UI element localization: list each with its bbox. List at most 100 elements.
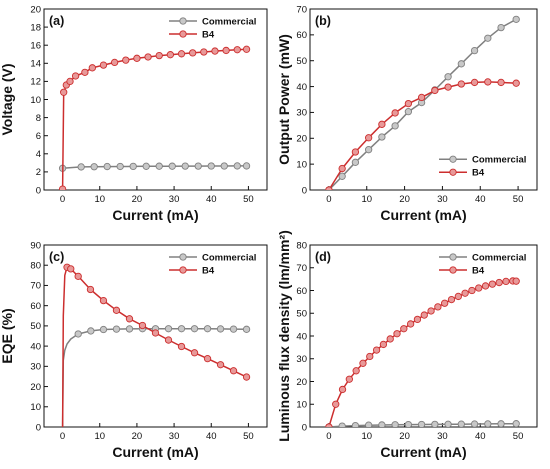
data-point (338, 172, 346, 180)
data-point (216, 325, 225, 333)
x-tick-label: 0 (60, 194, 65, 205)
legend: Commercial B4 (169, 16, 256, 40)
panel-label: (c) (49, 250, 64, 264)
data-point (99, 296, 108, 305)
data-point (233, 46, 241, 54)
y-tick-label: 0 (302, 422, 307, 433)
y-tick-label: 0 (36, 185, 41, 196)
data-point (216, 361, 225, 369)
data-point (99, 325, 108, 334)
y-tick-label: 40 (30, 341, 41, 352)
data-point (364, 146, 373, 154)
data-point (325, 423, 333, 427)
x-axis-title: Current (mA) (380, 444, 466, 460)
data-point (207, 162, 215, 170)
data-point (58, 185, 67, 190)
x-tick-label: 40 (206, 431, 217, 442)
y-tick-label: 50 (30, 321, 41, 332)
legend: Commercial B4 (439, 155, 526, 179)
data-point (90, 163, 98, 171)
legend-marker (179, 253, 187, 261)
x-tick-label: 50 (513, 194, 524, 205)
panel-label: (a) (49, 14, 64, 28)
y-tick-label: 20 (30, 382, 41, 393)
x-axis-title: Current (mA) (380, 207, 466, 223)
data-point (364, 134, 373, 142)
x-axis-title: Current (mA) (112, 444, 198, 460)
data-point (351, 148, 360, 156)
data-point (60, 88, 68, 96)
data-point (177, 325, 186, 333)
panel-label: (b) (315, 14, 331, 28)
data-point (431, 86, 439, 95)
x-tick-label: 10 (94, 431, 105, 442)
data-point (67, 265, 75, 273)
data-point (497, 23, 505, 32)
data-point (133, 54, 141, 62)
y-tick-label: 50 (296, 309, 307, 320)
data-point (444, 73, 452, 81)
panel-a: 0 2 4 6 8 10 12 14 16 18 20 0 10 20 30 40 50 Current (mA)… (0, 4, 268, 223)
data-point (332, 400, 340, 408)
data-point (151, 329, 160, 337)
x-tick-label: 40 (206, 194, 217, 205)
data-point (378, 133, 386, 141)
series-commercial (325, 420, 520, 427)
data-point (112, 325, 121, 333)
x-tick-label: 20 (399, 194, 410, 205)
data-point (502, 277, 510, 286)
y-tick-label: 10 (296, 400, 307, 411)
data-point (338, 422, 346, 427)
legend-label: B4 (472, 265, 485, 276)
data-point (512, 79, 520, 87)
y-tick-label: 16 (30, 41, 41, 52)
data-point (66, 77, 74, 86)
data-point (144, 53, 152, 61)
data-point (512, 277, 520, 285)
data-point (484, 420, 492, 427)
data-point (441, 299, 449, 307)
y-tick-label: 20 (296, 377, 307, 388)
data-point (166, 51, 175, 59)
x-tick-label: 30 (437, 431, 448, 442)
data-point (125, 315, 134, 323)
data-point (77, 163, 85, 171)
data-point (203, 325, 212, 333)
series-commercial (325, 15, 520, 190)
x-tick-label: 40 (475, 431, 486, 442)
series-line (62, 165, 247, 170)
x-tick-label: 10 (361, 194, 372, 205)
data-point (475, 284, 483, 292)
data-point (391, 109, 399, 117)
data-point (470, 420, 479, 427)
panel-c: 0 10 20 30 40 50 60 70 80 90 0 10 20 30 40 50 Current (m… (0, 240, 268, 460)
data-point (110, 58, 119, 67)
x-tick-label: 0 (326, 431, 331, 442)
legend-label: Commercial (472, 252, 526, 263)
data-point (229, 325, 238, 333)
y-tick-label: 80 (296, 240, 307, 251)
data-point (203, 354, 212, 363)
data-point (417, 93, 426, 102)
data-point (74, 272, 82, 280)
series-b4 (325, 277, 520, 427)
data-point (497, 78, 505, 87)
x-tick-label: 30 (437, 194, 448, 205)
data-point (484, 34, 492, 42)
data-point (400, 325, 408, 333)
data-point (393, 330, 401, 338)
data-point (116, 162, 124, 171)
data-point (200, 48, 208, 56)
data-point (81, 68, 89, 77)
x-tick-label: 20 (132, 431, 143, 442)
y-axis-title: Luminous flux density (lm/mm²) (276, 230, 292, 442)
legend-marker (449, 266, 457, 274)
y-tick-label: 80 (30, 261, 41, 272)
y-tick-label: 90 (30, 240, 41, 251)
y-tick-label: 70 (296, 4, 307, 15)
y-tick-label: 20 (30, 4, 41, 15)
data-point (352, 367, 360, 375)
data-point (87, 327, 95, 335)
data-point (242, 373, 251, 381)
